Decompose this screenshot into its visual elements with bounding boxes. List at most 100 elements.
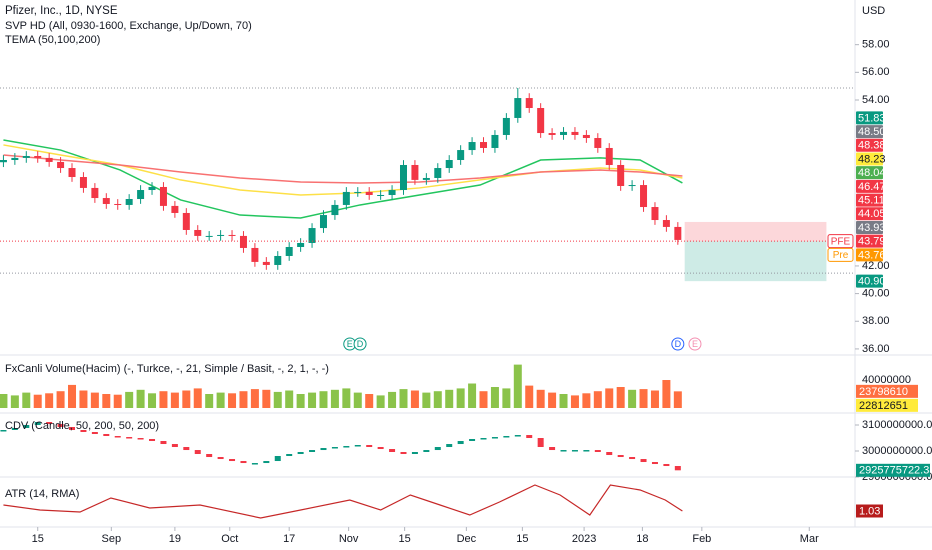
cdv-candle [583,450,590,452]
volume-bar [422,392,431,408]
cdv-candle [343,446,350,448]
price-badge-label: 48.04 [858,167,886,179]
volume-bar [148,393,157,408]
currency-label: USD [862,5,885,17]
cdv-badge-label: 2925775722.38 [859,465,932,477]
event-label: D [357,339,364,349]
volume-bar [593,391,602,408]
candle-body [57,161,65,169]
plot-layer: 58.00 56.00 54.00 42.00 40.00 38.00 36.00 15 Sep… [0,39,932,545]
candle-body [125,199,133,205]
candle-body [114,203,122,205]
candle-body [319,215,327,229]
cdv-candle [354,445,361,447]
candle-body [171,205,179,213]
cdv-candle [309,450,316,452]
volume-bar [616,387,625,408]
x-tick-label: Feb [692,533,711,545]
price-badge [856,274,883,288]
candle-body [262,261,270,265]
volume-bar [605,388,614,408]
cdv-candle [514,435,521,437]
symbol-tag [827,234,854,249]
cdv-candle [480,438,487,440]
cdv-candle [194,450,201,455]
candle-body [399,164,407,191]
cdv-candle [297,451,304,455]
indicator-label: TEMA (50,100,200) [5,34,100,46]
cdv-candle [149,438,156,442]
candle-body [628,185,636,187]
cdv-candle [229,459,236,462]
volume-bar [308,392,317,408]
price-badge [856,138,883,152]
volume-bar [273,391,282,408]
symbol-tag-label: PFE [831,236,851,247]
volume-bar [673,391,682,408]
cdv-candle [11,428,18,431]
volume-bar [639,389,648,408]
cdv-candle [217,457,224,460]
y-tick-label: 3000000000.00 [862,445,932,457]
y-tick-label: 38.00 [862,315,890,327]
volume-bar [296,394,305,408]
cdv-candle [571,450,578,452]
volume-bar [136,389,145,408]
volume-bar [239,391,248,408]
candle-body [331,204,339,216]
cdv-candle [457,441,464,445]
cdv-candle [629,457,636,460]
y-tick-label: 40.00 [862,288,890,300]
candle-body [251,247,259,262]
price-badge [856,234,883,248]
volume-bar [228,393,237,408]
candle-body [674,226,682,240]
volume-bar [490,387,499,408]
volume-bar [662,380,671,408]
x-tick-label: Mar [800,533,819,545]
event-marker [353,337,367,351]
symbol-tag [827,247,854,262]
candle-body [571,131,579,135]
cdv-candle [537,438,544,448]
price-badge-label: 46.47 [858,181,886,193]
candle-body [662,220,670,227]
cdv-candle [80,430,87,433]
y-tick-label: 3100000000.00 [862,419,932,431]
price-badge [856,220,883,234]
event-label: E [692,339,698,349]
y-tick-label: 56.00 [862,66,890,78]
candle-body [422,177,430,180]
volume-bar [193,388,202,408]
cdv-candle [206,454,213,458]
tema-line [3,139,683,219]
volume-bar [170,392,179,408]
position-reward [684,241,827,282]
volume-bar [570,395,579,408]
volume-bar [376,395,385,408]
y-tick-label: 40000000 [862,374,911,386]
cdv-candle [183,447,190,451]
pane-title: CDV (Candle, 50, 200, 50, 200) [5,420,159,432]
candle-body [68,168,76,178]
volume-bar [79,390,88,408]
x-tick-label: 15 [516,533,528,545]
cdv-candle [171,444,178,448]
event-label: E [347,339,353,349]
volume-bar [56,391,65,408]
candle-body [651,207,659,221]
cdv-candle [263,461,270,464]
cdv-candle [126,437,133,439]
candle-body [79,177,87,188]
cdv-candle [469,438,476,442]
candle-body [491,134,499,148]
candle-body [228,234,236,236]
cdv-candle [69,427,76,431]
volume-bar [342,388,351,408]
price-badge-label: 43.93 [858,222,886,234]
price-badge [856,193,883,207]
pane-title: FxCanli Volume(Hacim) (-, Turkce, -, 21,… [5,363,329,375]
candle-body [594,138,602,148]
candle-body [45,157,53,162]
